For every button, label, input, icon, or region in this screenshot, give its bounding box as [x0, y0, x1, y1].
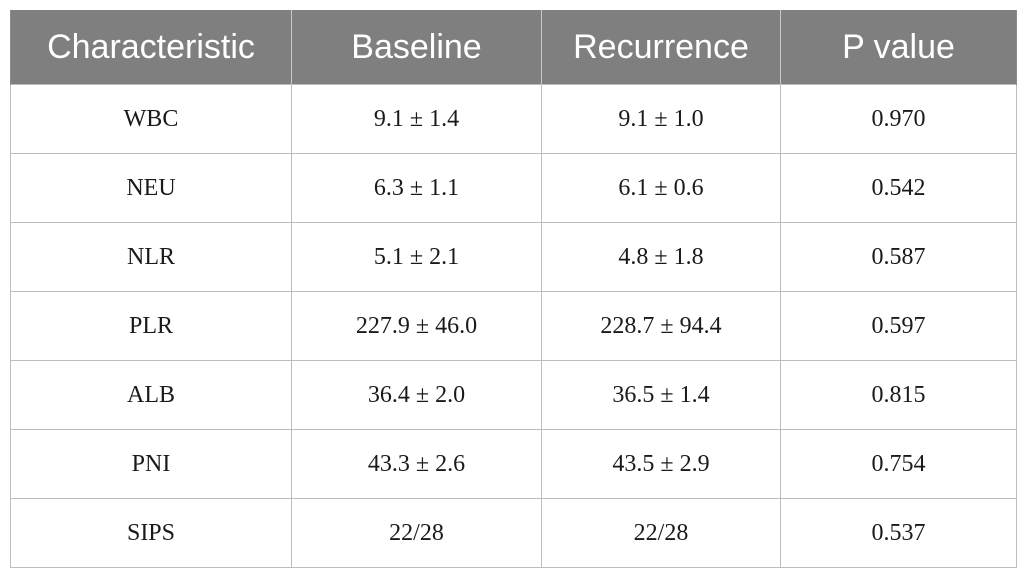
table-row: WBC 9.1 ± 1.4 9.1 ± 1.0 0.970 [10, 84, 1017, 154]
table-row: PLR 227.9 ± 46.0 228.7 ± 94.4 0.597 [10, 291, 1017, 361]
cell-baseline: 5.1 ± 2.1 [291, 222, 542, 292]
header-recurrence: Recurrence [541, 10, 781, 85]
cell-characteristic: PNI [10, 429, 292, 499]
data-table-container: Characteristic Baseline Recurrence P val… [10, 10, 1017, 568]
cell-p-value: 0.815 [780, 360, 1017, 430]
table-body: WBC 9.1 ± 1.4 9.1 ± 1.0 0.970 NEU 6.3 ± … [10, 84, 1017, 568]
cell-baseline: 43.3 ± 2.6 [291, 429, 542, 499]
table-row: ALB 36.4 ± 2.0 36.5 ± 1.4 0.815 [10, 360, 1017, 430]
cell-recurrence: 22/28 [541, 498, 781, 568]
cell-p-value: 0.754 [780, 429, 1017, 499]
cell-recurrence: 228.7 ± 94.4 [541, 291, 781, 361]
cell-baseline: 6.3 ± 1.1 [291, 153, 542, 223]
cell-recurrence: 9.1 ± 1.0 [541, 84, 781, 154]
cell-baseline: 9.1 ± 1.4 [291, 84, 542, 154]
table-row: NEU 6.3 ± 1.1 6.1 ± 0.6 0.542 [10, 153, 1017, 223]
cell-characteristic: SIPS [10, 498, 292, 568]
cell-p-value: 0.970 [780, 84, 1017, 154]
cell-baseline: 36.4 ± 2.0 [291, 360, 542, 430]
table-row: NLR 5.1 ± 2.1 4.8 ± 1.8 0.587 [10, 222, 1017, 292]
cell-p-value: 0.537 [780, 498, 1017, 568]
cell-recurrence: 43.5 ± 2.9 [541, 429, 781, 499]
cell-p-value: 0.587 [780, 222, 1017, 292]
cell-recurrence: 4.8 ± 1.8 [541, 222, 781, 292]
header-characteristic: Characteristic [10, 10, 292, 85]
table-row: SIPS 22/28 22/28 0.537 [10, 498, 1017, 568]
cell-recurrence: 36.5 ± 1.4 [541, 360, 781, 430]
header-p-value: P value [780, 10, 1017, 85]
cell-p-value: 0.542 [780, 153, 1017, 223]
characteristics-table: Characteristic Baseline Recurrence P val… [10, 10, 1017, 568]
table-row: PNI 43.3 ± 2.6 43.5 ± 2.9 0.754 [10, 429, 1017, 499]
cell-recurrence: 6.1 ± 0.6 [541, 153, 781, 223]
header-row: Characteristic Baseline Recurrence P val… [10, 10, 1017, 85]
cell-characteristic: WBC [10, 84, 292, 154]
cell-characteristic: NLR [10, 222, 292, 292]
cell-characteristic: ALB [10, 360, 292, 430]
cell-baseline: 227.9 ± 46.0 [291, 291, 542, 361]
table-header: Characteristic Baseline Recurrence P val… [10, 10, 1017, 85]
cell-p-value: 0.597 [780, 291, 1017, 361]
header-baseline: Baseline [291, 10, 542, 85]
cell-baseline: 22/28 [291, 498, 542, 568]
cell-characteristic: PLR [10, 291, 292, 361]
cell-characteristic: NEU [10, 153, 292, 223]
